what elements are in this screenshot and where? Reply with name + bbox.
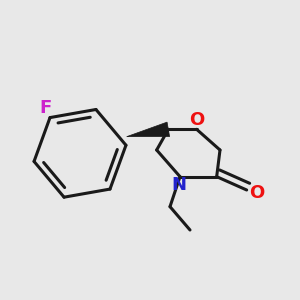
Text: F: F [39,99,51,117]
Text: N: N [172,176,187,194]
Text: O: O [249,184,264,202]
Text: O: O [189,111,204,129]
Polygon shape [127,122,170,137]
